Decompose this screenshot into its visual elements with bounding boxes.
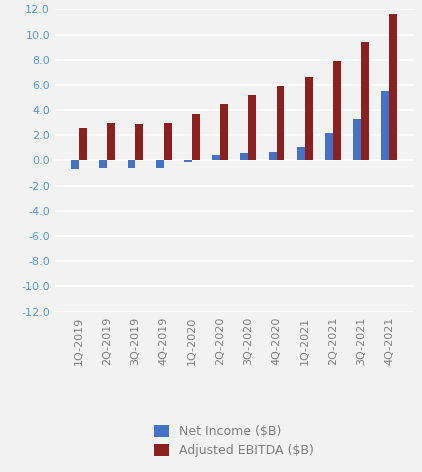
Bar <box>276 86 284 160</box>
Bar <box>361 42 369 160</box>
Legend: Net Income ($B), Adjusted EBITDA ($B): Net Income ($B), Adjusted EBITDA ($B) <box>149 420 319 463</box>
Bar <box>79 128 87 160</box>
Bar <box>220 104 228 160</box>
Bar <box>212 155 220 160</box>
Bar <box>305 77 313 160</box>
Bar <box>353 119 361 160</box>
Bar <box>127 160 135 168</box>
Bar <box>164 123 172 160</box>
Bar <box>71 160 79 169</box>
Bar <box>184 160 192 162</box>
Bar <box>135 124 143 160</box>
Bar <box>248 95 256 160</box>
Bar <box>297 147 305 160</box>
Bar <box>390 15 397 160</box>
Bar <box>381 91 390 160</box>
Bar <box>241 153 248 160</box>
Bar <box>99 160 107 168</box>
Bar <box>156 160 164 168</box>
Bar <box>333 61 341 160</box>
Bar <box>192 114 200 160</box>
Bar <box>107 123 115 160</box>
Bar <box>269 152 276 160</box>
Bar <box>325 133 333 160</box>
